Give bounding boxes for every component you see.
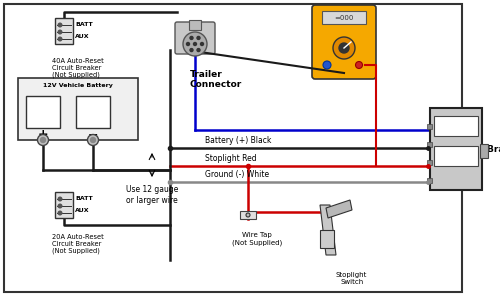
Text: Use 12 gauge
or larger wire: Use 12 gauge or larger wire [126, 185, 178, 205]
Polygon shape [320, 205, 336, 255]
Circle shape [183, 32, 207, 56]
Bar [55, 18, 73, 44]
Text: Ground (-) White: Ground (-) White [205, 170, 269, 179]
Bar [26, 96, 60, 128]
Bar [427, 160, 432, 165]
Bar [240, 211, 256, 219]
Circle shape [58, 30, 62, 34]
Bar [427, 124, 432, 129]
Text: Battery (+) Black: Battery (+) Black [205, 136, 272, 145]
Bar [320, 230, 334, 248]
Text: AUX: AUX [75, 33, 90, 38]
Text: BATT: BATT [75, 22, 92, 28]
Bar [427, 178, 432, 183]
Bar [434, 116, 478, 136]
Bar [480, 144, 488, 158]
Bar [55, 192, 73, 218]
Circle shape [194, 43, 196, 46]
Text: Wire Tap
(Not Supplied): Wire Tap (Not Supplied) [232, 232, 282, 245]
Polygon shape [326, 200, 352, 218]
Circle shape [200, 43, 203, 46]
Text: AUX: AUX [75, 207, 90, 213]
Text: −: − [88, 128, 98, 141]
Circle shape [58, 23, 62, 27]
Text: 20A Auto-Reset
Circuit Breaker
(Not Supplied): 20A Auto-Reset Circuit Breaker (Not Supp… [52, 234, 104, 255]
Bar [76, 96, 110, 128]
Bar [430, 108, 482, 190]
FancyBboxPatch shape [312, 5, 376, 79]
Circle shape [58, 37, 62, 41]
Bar [322, 11, 366, 24]
Circle shape [190, 49, 193, 52]
Text: Trailer
Connector: Trailer Connector [190, 70, 242, 89]
Text: 12V Vehicle Battery: 12V Vehicle Battery [43, 83, 113, 89]
Circle shape [58, 204, 62, 208]
Circle shape [40, 138, 46, 142]
Text: Stoplight
Switch: Stoplight Switch [336, 272, 368, 285]
Bar [18, 78, 138, 140]
FancyBboxPatch shape [175, 22, 215, 54]
Circle shape [246, 213, 250, 217]
Circle shape [190, 36, 193, 39]
Circle shape [88, 134, 99, 146]
Circle shape [356, 62, 362, 68]
Circle shape [197, 36, 200, 39]
Circle shape [323, 61, 331, 69]
Bar [189, 20, 201, 30]
Text: +: + [38, 128, 48, 141]
Circle shape [90, 138, 96, 142]
Circle shape [339, 43, 349, 53]
Text: Stoplight Red: Stoplight Red [205, 154, 256, 163]
Text: Brake Control: Brake Control [487, 146, 500, 155]
Circle shape [58, 211, 62, 215]
Circle shape [186, 43, 190, 46]
Circle shape [333, 37, 355, 59]
Bar [434, 146, 478, 166]
Bar [427, 142, 432, 147]
Circle shape [38, 134, 48, 146]
Text: 40A Auto-Reset
Circuit Breaker
(Not Supplied): 40A Auto-Reset Circuit Breaker (Not Supp… [52, 58, 104, 78]
Text: BATT: BATT [75, 197, 92, 202]
Text: =000: =000 [334, 15, 353, 21]
Circle shape [58, 197, 62, 201]
Circle shape [197, 49, 200, 52]
